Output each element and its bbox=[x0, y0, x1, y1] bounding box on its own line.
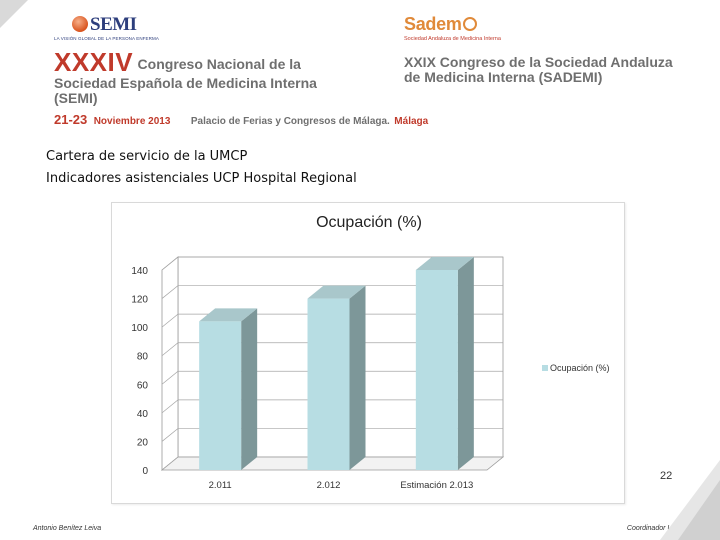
congress-line1: Congreso Nacional de la bbox=[137, 56, 301, 72]
y-tick-label: 140 bbox=[131, 266, 148, 277]
congress-title-semi: XXXIV Congreso Nacional de la Sociedad E… bbox=[54, 48, 384, 106]
y-tick-label: 0 bbox=[142, 466, 148, 477]
gridline bbox=[161, 370, 503, 385]
gridline bbox=[161, 313, 503, 328]
chart-panel: 0 20 40 60 80 100 120 140 2.011 2.012 Estimación 2… bbox=[111, 202, 625, 504]
occupancy-chart: 0 20 40 60 80 100 120 140 2.011 2.012 Estimación 2… bbox=[131, 214, 610, 491]
legend-label: Ocupación (%) bbox=[550, 363, 610, 373]
congress-month: Noviembre 2013 bbox=[93, 116, 171, 127]
y-tick-label: 20 bbox=[137, 437, 149, 448]
slide-heading: Cartera de servicio de la UMCP Indicador… bbox=[46, 146, 357, 191]
footer-author: Antonio Benítez Leiva bbox=[33, 525, 102, 532]
y-tick-label: 80 bbox=[137, 352, 149, 363]
bar-top bbox=[199, 308, 258, 322]
sademi-logo-circle-icon bbox=[462, 17, 477, 31]
bar bbox=[199, 321, 242, 470]
corner-decoration bbox=[0, 0, 28, 28]
bar-side bbox=[241, 308, 258, 470]
sademi-congress-line1: XXIX Congreso de la Sociedad Andaluza bbox=[404, 54, 673, 70]
legend-swatch bbox=[542, 365, 548, 371]
gridline bbox=[161, 342, 503, 356]
bar-top bbox=[415, 257, 474, 270]
gridline bbox=[161, 428, 503, 442]
congress-dates: 21-23 bbox=[54, 112, 88, 127]
congress-title-sademi: XXIX Congreso de la Sociedad Andaluza de… bbox=[404, 54, 704, 86]
semi-logo-tagline: LA VISIÓN GLOBAL DE LA PERSONA ENFERMA bbox=[54, 36, 159, 41]
y-tick-label: 100 bbox=[131, 323, 148, 334]
gridline bbox=[161, 285, 503, 299]
bar-side bbox=[457, 257, 474, 470]
chart-title: Ocupación (%) bbox=[316, 214, 422, 231]
semi-logo: SEMI LA VISIÓN GLOBAL DE LA PERSONA ENFE… bbox=[54, 12, 164, 42]
congress-place: Palacio de Ferias y Congresos de Málaga. bbox=[190, 116, 390, 127]
slide-heading-line1: Cartera de servicio de la UMCP bbox=[46, 149, 248, 164]
x-tick-label: 2.011 bbox=[209, 480, 232, 491]
gridline bbox=[161, 256, 503, 271]
semi-logo-word: SEMI bbox=[90, 14, 137, 35]
x-tick-label: Estimación 2.013 bbox=[400, 480, 473, 491]
congress-line3: (SEMI) bbox=[54, 90, 98, 107]
sademi-logo-word: Sadem bbox=[404, 14, 462, 34]
chart-side-wall bbox=[161, 256, 179, 471]
sademi-logo: Sadem Sociedad Andaluza de Medicina Inte… bbox=[404, 14, 554, 44]
semi-logo-ball-icon bbox=[72, 16, 88, 32]
bar-side bbox=[349, 285, 366, 470]
y-tick-label: 40 bbox=[137, 409, 149, 420]
bar-top bbox=[307, 285, 366, 299]
y-tick-label: 120 bbox=[131, 295, 148, 306]
footer-role: Coordinador UMCP bbox=[626, 525, 688, 532]
page-number: 22 bbox=[660, 470, 673, 482]
slide-heading-line2: Indicadores asistenciales UCP Hospital R… bbox=[46, 171, 357, 187]
y-tick-label: 60 bbox=[137, 380, 149, 391]
congress-city: Málaga bbox=[394, 116, 429, 127]
corner-decoration-bottom bbox=[660, 460, 720, 540]
bar bbox=[415, 270, 458, 470]
date-location-line: 21-23 Noviembre 2013 Palacio de Ferias y… bbox=[54, 111, 428, 129]
sademi-logo-tagline: Sociedad Andaluza de Medicina Interna bbox=[404, 36, 501, 42]
gridline bbox=[161, 399, 503, 414]
x-tick-label: 2.012 bbox=[317, 480, 341, 491]
bar bbox=[307, 298, 350, 470]
gridline bbox=[161, 456, 503, 471]
congress-edition: XXXIV bbox=[54, 47, 134, 77]
congress-line2: Sociedad Española de Medicina Interna bbox=[54, 75, 317, 92]
sademi-congress-line2: de Medicina Interna (SADEMI) bbox=[404, 69, 603, 86]
